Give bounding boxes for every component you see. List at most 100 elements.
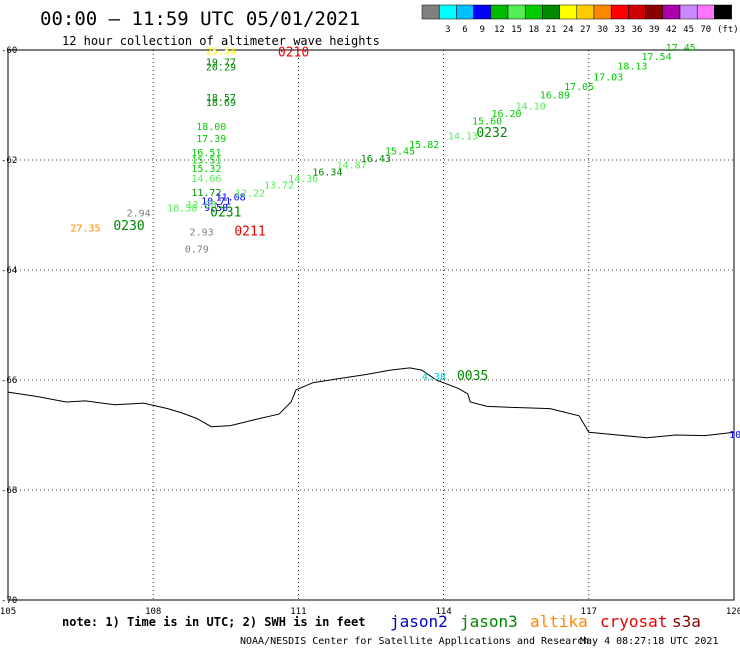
wave-height-value: 19.77 (206, 57, 236, 68)
scale-label: 70 (700, 25, 711, 35)
wave-height-value: 20.29 (206, 62, 236, 73)
axis-tick-labels: 105 108 111 114 117 120 -60 -62 -64 -66 -68 -70 (0, 46, 740, 617)
wave-height-color-scale: 3 6 9 12 15 18 21 24 27 30 33 36 39 42 45 70 (421, 4, 732, 35)
scale-label: 33 (614, 25, 625, 35)
graticule (8, 50, 734, 600)
scale-swatch (714, 4, 732, 20)
pass-time-label: 0230 (113, 219, 144, 234)
pass-time-label: 0231 (210, 206, 241, 221)
wave-height-value: 17.54 (642, 52, 672, 63)
wave-height-value: 18.58 (167, 204, 197, 215)
wave-height-value: 27.35 (70, 224, 100, 235)
footer-note: note: 1) Time is in UTC; 2) SWH is in fe… (62, 615, 365, 629)
wave-height-value: 16.89 (540, 90, 570, 101)
wave-height-value: 10.71 (201, 197, 231, 208)
wave-height-value: 15.60 (472, 116, 502, 127)
scale-label: 42 (666, 25, 677, 35)
wave-height-value: 14.87 (337, 160, 367, 171)
scale-swatch (679, 4, 698, 20)
lat-tick-label: -70 (1, 596, 17, 606)
wave-height-value: 14.36 (288, 174, 318, 185)
scale-swatch (438, 4, 457, 20)
scale-unit-label: (ft) (717, 25, 739, 35)
wave-height-value: 11.72 (191, 188, 221, 199)
wave-height-value: 14.66 (191, 174, 221, 185)
wave-height-value: 25.54 (206, 46, 236, 57)
wave-height-value: 18.00 (196, 122, 226, 133)
footer-timestamp: May 4 08:27:18 UTC 2021 (580, 636, 718, 647)
scale-label: 6 (462, 25, 467, 35)
scale-swatch (628, 4, 646, 20)
scale-swatch (524, 4, 543, 20)
lon-tick-label: 111 (290, 607, 306, 617)
scale-label: 39 (649, 25, 660, 35)
lat-tick-label: -60 (1, 46, 17, 56)
pass-time-label: 0035 (457, 369, 488, 384)
scale-label: 30 (597, 25, 608, 35)
pass-time-label: 0232 (476, 126, 507, 141)
track-0232: 14.13 15.6016.2014.1016.8917.0517.0318.13… (448, 43, 696, 143)
pass-time-label: 0211 (234, 224, 265, 239)
wave-height-value: 9.58 (204, 203, 228, 214)
satellite-legend-altika: altika (530, 612, 588, 631)
wave-height-value: 14.13 (448, 132, 478, 143)
scale-label: 21 (546, 25, 557, 35)
track-0211: 2.93 0.79 0211 (185, 224, 266, 255)
scale-label: 27 (580, 25, 591, 35)
lon-tick-label: 105 (0, 607, 16, 617)
wave-height-value: 4.38 (422, 372, 446, 383)
map-frame (7, 49, 735, 601)
page-title: 00:00 – 11:59 UTC 05/01/2021 (40, 8, 360, 30)
wave-height-value: 17.45 (666, 43, 696, 54)
scale-label: 3 (445, 25, 450, 35)
wave-height-value: 2.94 (127, 209, 151, 220)
scale-swatch (576, 4, 595, 20)
wave-height-value: 18.57 (206, 93, 236, 104)
scale-label: 36 (632, 25, 643, 35)
scale-swatch (421, 4, 440, 20)
track-0035: 4.38 0035 (422, 369, 488, 384)
page-subtitle: 12 hour collection of altimeter wave hei… (62, 34, 380, 48)
satellite-legend: jason2 jason3 altika cryosat s3a (390, 612, 701, 631)
scale-swatch (610, 4, 629, 20)
scale-label: 18 (528, 25, 539, 35)
wave-height-value: 17.05 (564, 82, 594, 93)
wave-height-value: 15.32 (191, 164, 221, 175)
lon-tick-label: 117 (581, 607, 597, 617)
satellite-legend-jason2: jason2 (390, 612, 448, 631)
scale-swatch (456, 4, 474, 20)
wave-height-value: 12.08 (187, 200, 217, 211)
lat-tick-label: -64 (1, 266, 17, 276)
wave-height-value: 2.93 (190, 227, 214, 238)
satellite-legend-jason3: jason3 (460, 612, 518, 631)
scale-label: 24 (563, 25, 574, 35)
satellite-legend-cryosat: cryosat (600, 612, 667, 631)
wave-height-value: 16.20 (491, 109, 521, 120)
scale-label: 12 (494, 25, 505, 35)
scale-swatch (696, 4, 715, 20)
scale-swatch (662, 4, 681, 20)
satellite-legend-s3a: s3a (672, 612, 701, 631)
lat-tick-label: -62 (1, 156, 17, 166)
scale-swatch (507, 4, 526, 20)
wave-height-value: 16.43 (361, 154, 391, 165)
pass-time-label: 0210 (278, 46, 309, 61)
scale-swatch (490, 4, 509, 20)
edge-wave-value: 10 (729, 430, 740, 441)
wave-height-value: 11.08 (216, 193, 246, 204)
footer-credit: NOAA/NESDIS Center for Satellite Applica… (240, 636, 589, 647)
scale-label: 9 (479, 25, 484, 35)
lat-tick-label: -68 (1, 486, 17, 496)
wave-height-value: 13.72 (264, 181, 294, 192)
scale-swatch (645, 4, 664, 20)
lon-tick-label: 114 (435, 607, 451, 617)
scale-swatch (559, 4, 578, 20)
lon-tick-label: 108 (145, 607, 161, 617)
scale-swatch (542, 4, 560, 20)
lat-tick-label: -66 (1, 376, 17, 386)
